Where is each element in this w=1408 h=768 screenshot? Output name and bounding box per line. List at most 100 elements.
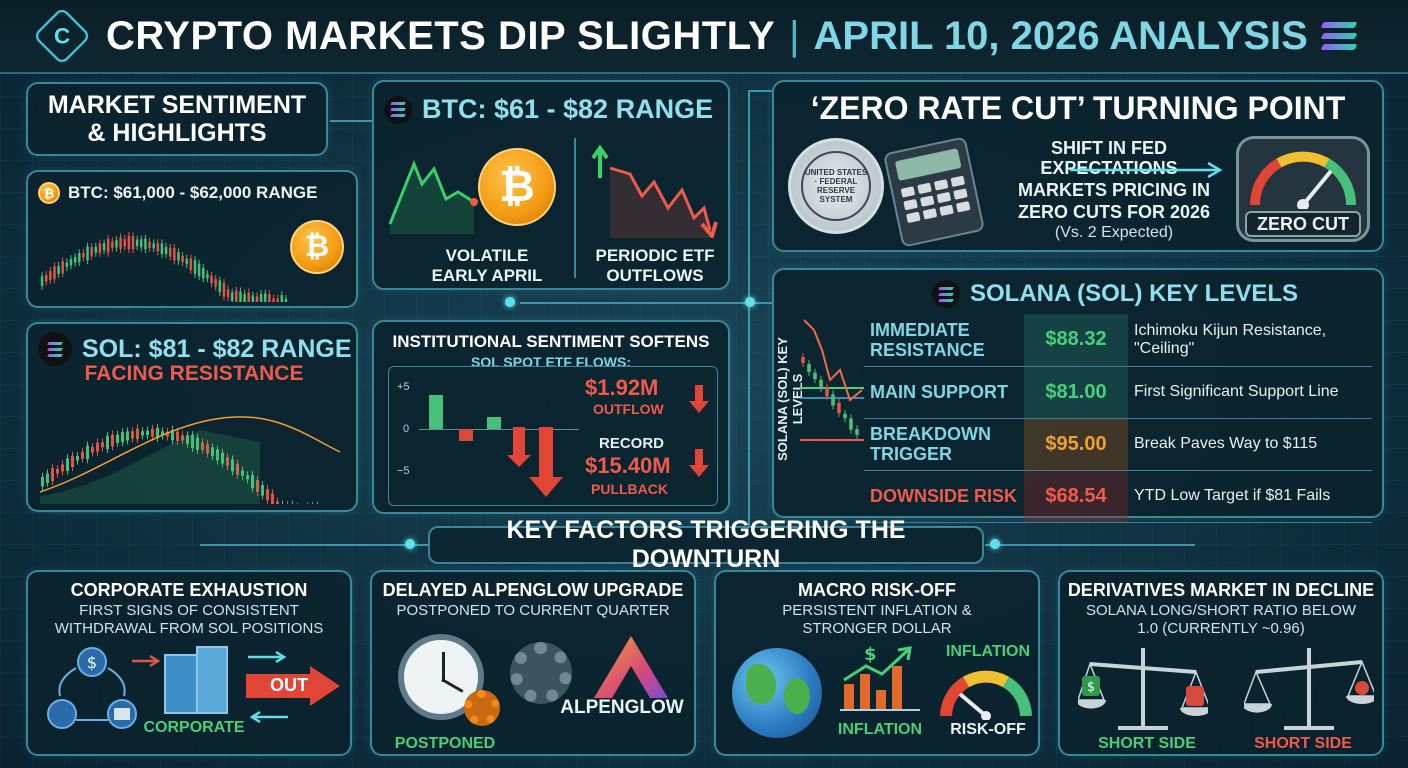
candle: [41, 476, 44, 487]
candle: [255, 296, 259, 302]
corporate-desc-2: WITHDRAWAL FROM SOL POSITIONS: [54, 620, 324, 637]
candle: [146, 430, 149, 436]
alpenglow-desc: POSTPONED TO CURRENT QUARTER: [396, 602, 670, 619]
key-factors-banner: KEY FACTORS TRIGGERING THE DOWNTURN: [428, 516, 984, 573]
connector: [748, 90, 772, 92]
candle: [243, 293, 246, 302]
dollar-sign: $: [1087, 680, 1095, 695]
candle: [206, 444, 209, 454]
candle: [181, 255, 184, 263]
dollar-sign: $: [864, 644, 877, 665]
candle: [189, 258, 193, 270]
sol-subtitle: FACING RESISTANCE: [84, 362, 304, 385]
out-arrow-icon: OUT: [246, 666, 340, 706]
connector: [200, 544, 430, 546]
candle: [164, 246, 168, 254]
candle: [241, 470, 244, 476]
candle: [276, 298, 279, 302]
postponed-label: POSTPONED: [394, 735, 496, 752]
candle: [831, 394, 835, 406]
corporate-title: CORPORATE EXHAUSTION: [70, 580, 308, 600]
short-side-label-right: SHORT SIDE: [1254, 735, 1352, 752]
btc-small-panel: ₿ BTC: $61,000 - $62,000 RANGE ₿: [26, 170, 358, 308]
record-label: RECORD: [599, 435, 665, 452]
axis-bottom: −5: [397, 465, 410, 477]
arrow-right-icon: [248, 650, 287, 664]
candle: [176, 431, 179, 441]
alpenglow-label: ALPENGLOW: [560, 697, 684, 718]
fed-seal-icon: UNITED STATES · FEDERAL RESERVE SYSTEM: [788, 138, 884, 234]
pullback-label: PULLBACK: [591, 481, 668, 497]
sentiment-title-line2: & HIGHLIGHTS: [87, 119, 267, 147]
risk-gauge-icon: [940, 670, 1032, 720]
key-level-row: MAIN SUPPORT $81.00 First Significant Supp…: [864, 366, 1372, 419]
candle: [222, 282, 226, 297]
short-side-label-left: SHORT SIDE: [1098, 735, 1196, 752]
candle: [44, 274, 48, 282]
axis-mid: 0: [403, 423, 410, 435]
candle: [61, 464, 64, 472]
candle: [218, 280, 222, 292]
candle: [116, 434, 119, 443]
candle: [235, 290, 238, 302]
candle: [123, 239, 126, 247]
institutional-title: INSTITUTIONAL SENTIMENT SOFTENS: [392, 332, 710, 351]
level-label: MAIN SUPPORT: [864, 366, 1024, 419]
candle: [837, 402, 841, 414]
candle: [115, 240, 118, 248]
sol-range-title: SOL: $81 - $82 RANGE: [82, 334, 352, 363]
candle: [78, 253, 81, 263]
candle: [86, 445, 89, 460]
inflation-bar-chart-icon: $: [840, 644, 920, 711]
candle: [849, 418, 853, 430]
key-levels-title: SOLANA (SOL) KEY LEVELS: [970, 280, 1299, 307]
globe-icon: [732, 648, 822, 738]
candle: [111, 241, 114, 248]
logo-letter: C: [53, 23, 71, 48]
derivatives-desc-2: 1.0 (CURRENTLY ~0.96): [1137, 620, 1305, 637]
candle: [119, 237, 122, 250]
candle: [152, 243, 155, 249]
candle: [101, 442, 104, 448]
candle: [801, 356, 805, 364]
candle: [246, 475, 249, 480]
solana-chip-icon: [38, 332, 72, 366]
record-value: $15.40M: [585, 453, 671, 478]
candle: [819, 379, 823, 389]
derivatives-title: DERIVATIVES MARKET IN DECLINE: [1067, 580, 1375, 600]
arrow-right-icon: [1070, 161, 1223, 179]
cycle-icon: $: [47, 647, 137, 729]
level-value: $81.00: [1024, 366, 1128, 419]
candle: [813, 372, 817, 380]
candle: [284, 298, 288, 302]
key-levels-table: IMMEDIATE RESISTANCE $88.32 Ichimoku Kijun …: [864, 314, 1372, 523]
level-label: IMMEDIATE RESISTANCE: [864, 314, 1024, 367]
candle: [211, 447, 214, 457]
candle: [226, 457, 229, 467]
candle: [106, 238, 110, 253]
inflation-chart-label: INFLATION: [837, 721, 923, 738]
btc-small-label: BTC: $61,000 - $62,000 RANGE: [68, 183, 318, 202]
candle: [151, 428, 154, 437]
riskoff-label: RISK-OFF: [950, 721, 1026, 738]
candle: [160, 243, 164, 254]
level-label: BREAKDOWN TRIGGER: [864, 418, 1024, 471]
sol-range-panel: SOL: $81 - $82 RANGE FACING RESISTANCE: [26, 322, 358, 512]
candle: [231, 459, 234, 472]
candle: [106, 436, 109, 450]
macro-title: MACRO RISK-OFF: [798, 580, 956, 600]
candle: [191, 434, 194, 449]
candle: [135, 239, 139, 247]
key-factors-title: KEY FACTORS TRIGGERING THE DOWNTURN: [506, 516, 906, 573]
candle: [144, 238, 147, 250]
connector-dot: [505, 297, 515, 307]
candle: [259, 294, 263, 302]
level-value: $68.54: [1024, 470, 1128, 523]
candle: [96, 442, 99, 452]
zero-cut-gauge-icon: ZERO CUT: [1236, 136, 1370, 242]
candle: [247, 292, 250, 302]
flow-bar: [487, 417, 501, 429]
out-label: OUT: [270, 675, 308, 695]
sol-key-levels-chart: [800, 319, 864, 441]
institutional-panel: INSTITUTIONAL SENTIMENT SOFTENS SOL SPOT…: [372, 320, 730, 514]
